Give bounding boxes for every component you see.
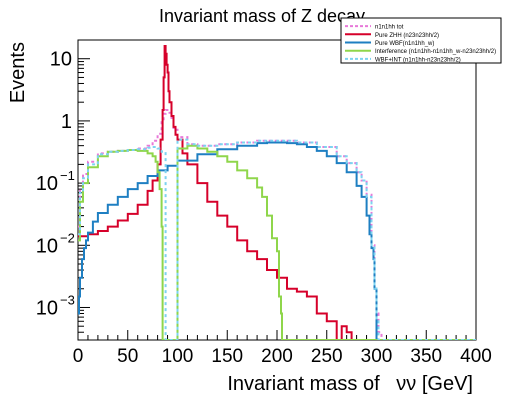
- y-tick-label: 10: [36, 297, 58, 319]
- x-tick-label: 300: [361, 346, 393, 367]
- legend-entry: n1n1hh tot: [375, 25, 404, 31]
- chart-title: Invariant mass of Z decay: [159, 6, 365, 26]
- y-tick-exponent: −2: [60, 230, 75, 245]
- x-axis-label: Invariant mass of νν [GeV]: [227, 373, 473, 395]
- series-line: [78, 45, 476, 340]
- x-tick-label: 200: [261, 346, 293, 367]
- y-tick-label: 10: [36, 235, 58, 257]
- series-lines: [78, 45, 476, 340]
- y-tick-exponent: −3: [60, 292, 75, 307]
- series-line: [78, 144, 476, 340]
- y-tick-label: 1: [61, 111, 72, 133]
- x-tick-label: 0: [73, 346, 84, 367]
- y-tick-exponent: −1: [60, 168, 75, 183]
- legend-entry: Pure ZHH (n23n23hh/2): [375, 33, 439, 39]
- legend-entry: Pure WBF(n1n1hh_w): [375, 41, 434, 47]
- x-tick-label: 250: [311, 346, 343, 367]
- x-tick-label: 150: [211, 346, 243, 367]
- y-tick-label: 10: [50, 49, 72, 71]
- legend-entry: WBF+INT (n1n1hh-n23n23hh/2): [375, 57, 461, 63]
- series-line: [78, 138, 476, 340]
- x-tick-label: 400: [460, 346, 492, 367]
- series-line: [78, 109, 476, 340]
- series-line: [78, 141, 476, 340]
- y-axis-label: Events: [7, 42, 29, 103]
- x-tick-label: 100: [162, 346, 194, 367]
- x-tick-label: 50: [117, 346, 138, 367]
- y-tick-label: 10: [36, 173, 58, 195]
- legend-entry: Interference (n1n1hh-n1n1hh_w-n23n23hh/2…: [375, 49, 496, 55]
- x-tick-label: 350: [410, 346, 442, 367]
- legend: n1n1hh tot Pure ZHH (n23n23hh/2) Pure WBF(…: [340, 17, 502, 64]
